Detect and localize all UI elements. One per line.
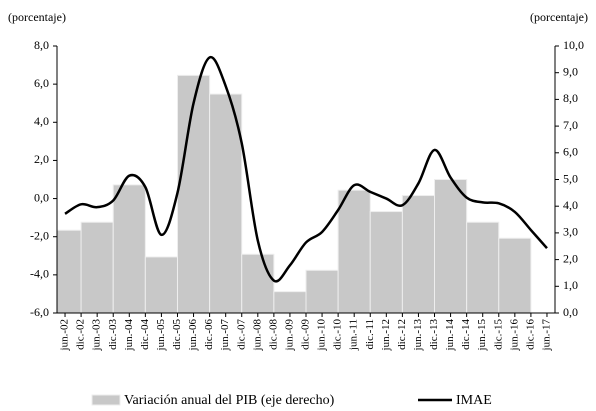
x-tick-label: dic.-14: [460, 319, 472, 350]
y2-tick-label: 4,0: [563, 198, 578, 212]
x-tick-label: dic.-06: [203, 319, 215, 350]
bar: [466, 221, 500, 314]
x-tick-label: jun.-03: [91, 319, 103, 352]
bar: [401, 195, 436, 314]
y2-tick-label: 7,0: [563, 118, 578, 132]
bar: [176, 74, 211, 314]
x-tick-label: jun.-07: [219, 319, 231, 352]
x-tick-label: jun.-08: [251, 319, 263, 352]
x-tick-label: jun.-11: [348, 319, 360, 351]
x-tick-label: jun.-16: [508, 319, 520, 352]
y2-tick-label: 0,0: [563, 305, 578, 319]
x-tick-label: jun.-06: [187, 319, 199, 352]
x-tick-label: jun.-04: [123, 319, 135, 352]
y2-tick-label: 9,0: [563, 64, 578, 78]
bar: [369, 211, 403, 314]
y2-tick-label: 6,0: [563, 145, 578, 159]
x-tick-label: dic.-09: [300, 319, 312, 350]
x-tick-label: dic.-15: [492, 319, 504, 350]
y-tick-label: 8,0: [34, 38, 49, 52]
x-tick-label: jun.-14: [444, 319, 456, 352]
y2-tick-label: 1,0: [563, 278, 578, 292]
x-tick-label: jun.-12: [380, 319, 392, 351]
x-tick-label: dic.-12: [396, 319, 408, 350]
y2-tick-label: 2,0: [563, 251, 578, 265]
bar: [144, 256, 178, 314]
bar: [112, 184, 146, 314]
x-tick-label: jun.-10: [316, 319, 328, 352]
x-tick-label: dic.-16: [524, 319, 536, 350]
x-tick-label: jun.-17: [540, 319, 552, 352]
x-tick-label: dic.-10: [332, 319, 344, 350]
bar: [498, 237, 532, 314]
legend-label: IMAE: [456, 393, 492, 408]
y2-tick-label: 10,0: [563, 38, 584, 52]
y2-tick-label: 8,0: [563, 91, 578, 105]
y-tick-label: 2,0: [34, 152, 49, 166]
y-tick-label: 4,0: [34, 114, 49, 128]
y-tick-label: 0,0: [34, 190, 49, 204]
x-tick-label: dic.-05: [171, 319, 183, 350]
y2-tick-label: 5,0: [563, 171, 578, 185]
x-tick-label: dic.-11: [364, 319, 376, 349]
x-tick-label: dic.-02: [75, 319, 87, 350]
y-tick-label: -2,0: [30, 228, 49, 242]
bar: [56, 229, 82, 314]
legend-label: Variación anual del PIB (eje derecho): [124, 393, 335, 408]
x-tick-label: dic.-13: [428, 319, 440, 350]
legend: Variación anual del PIB (eje derecho) IMA…: [91, 393, 492, 408]
x-tick-label: dic.-03: [107, 319, 119, 350]
bar: [80, 221, 114, 314]
y-tick-label: -6,0: [30, 305, 49, 319]
bar: [273, 291, 307, 314]
x-tick-label: jun.-02: [59, 319, 71, 351]
bar: [305, 269, 339, 314]
x-tick-label: jun.-15: [476, 319, 488, 352]
y-tick-label: -4,0: [30, 267, 49, 281]
x-tick-label: jun.-05: [155, 319, 167, 352]
legend-swatch: [91, 394, 121, 406]
x-tick-label: jun.-09: [283, 319, 295, 352]
x-tick-label: dic.-04: [139, 319, 151, 350]
y2-tick-label: 3,0: [563, 225, 578, 239]
y-axis-title: (porcentaje): [8, 10, 66, 24]
x-tick-label: dic.-08: [267, 319, 279, 350]
x-tick-label: jun.-13: [412, 319, 424, 352]
y2-axis-title: (porcentaje): [530, 10, 588, 24]
x-tick-label: dic.-07: [235, 319, 247, 350]
bar: [337, 189, 371, 314]
bar: [209, 93, 243, 314]
y-tick-label: 6,0: [34, 76, 49, 90]
bar: [241, 253, 275, 314]
line: [64, 56, 548, 283]
bar: [434, 179, 468, 314]
